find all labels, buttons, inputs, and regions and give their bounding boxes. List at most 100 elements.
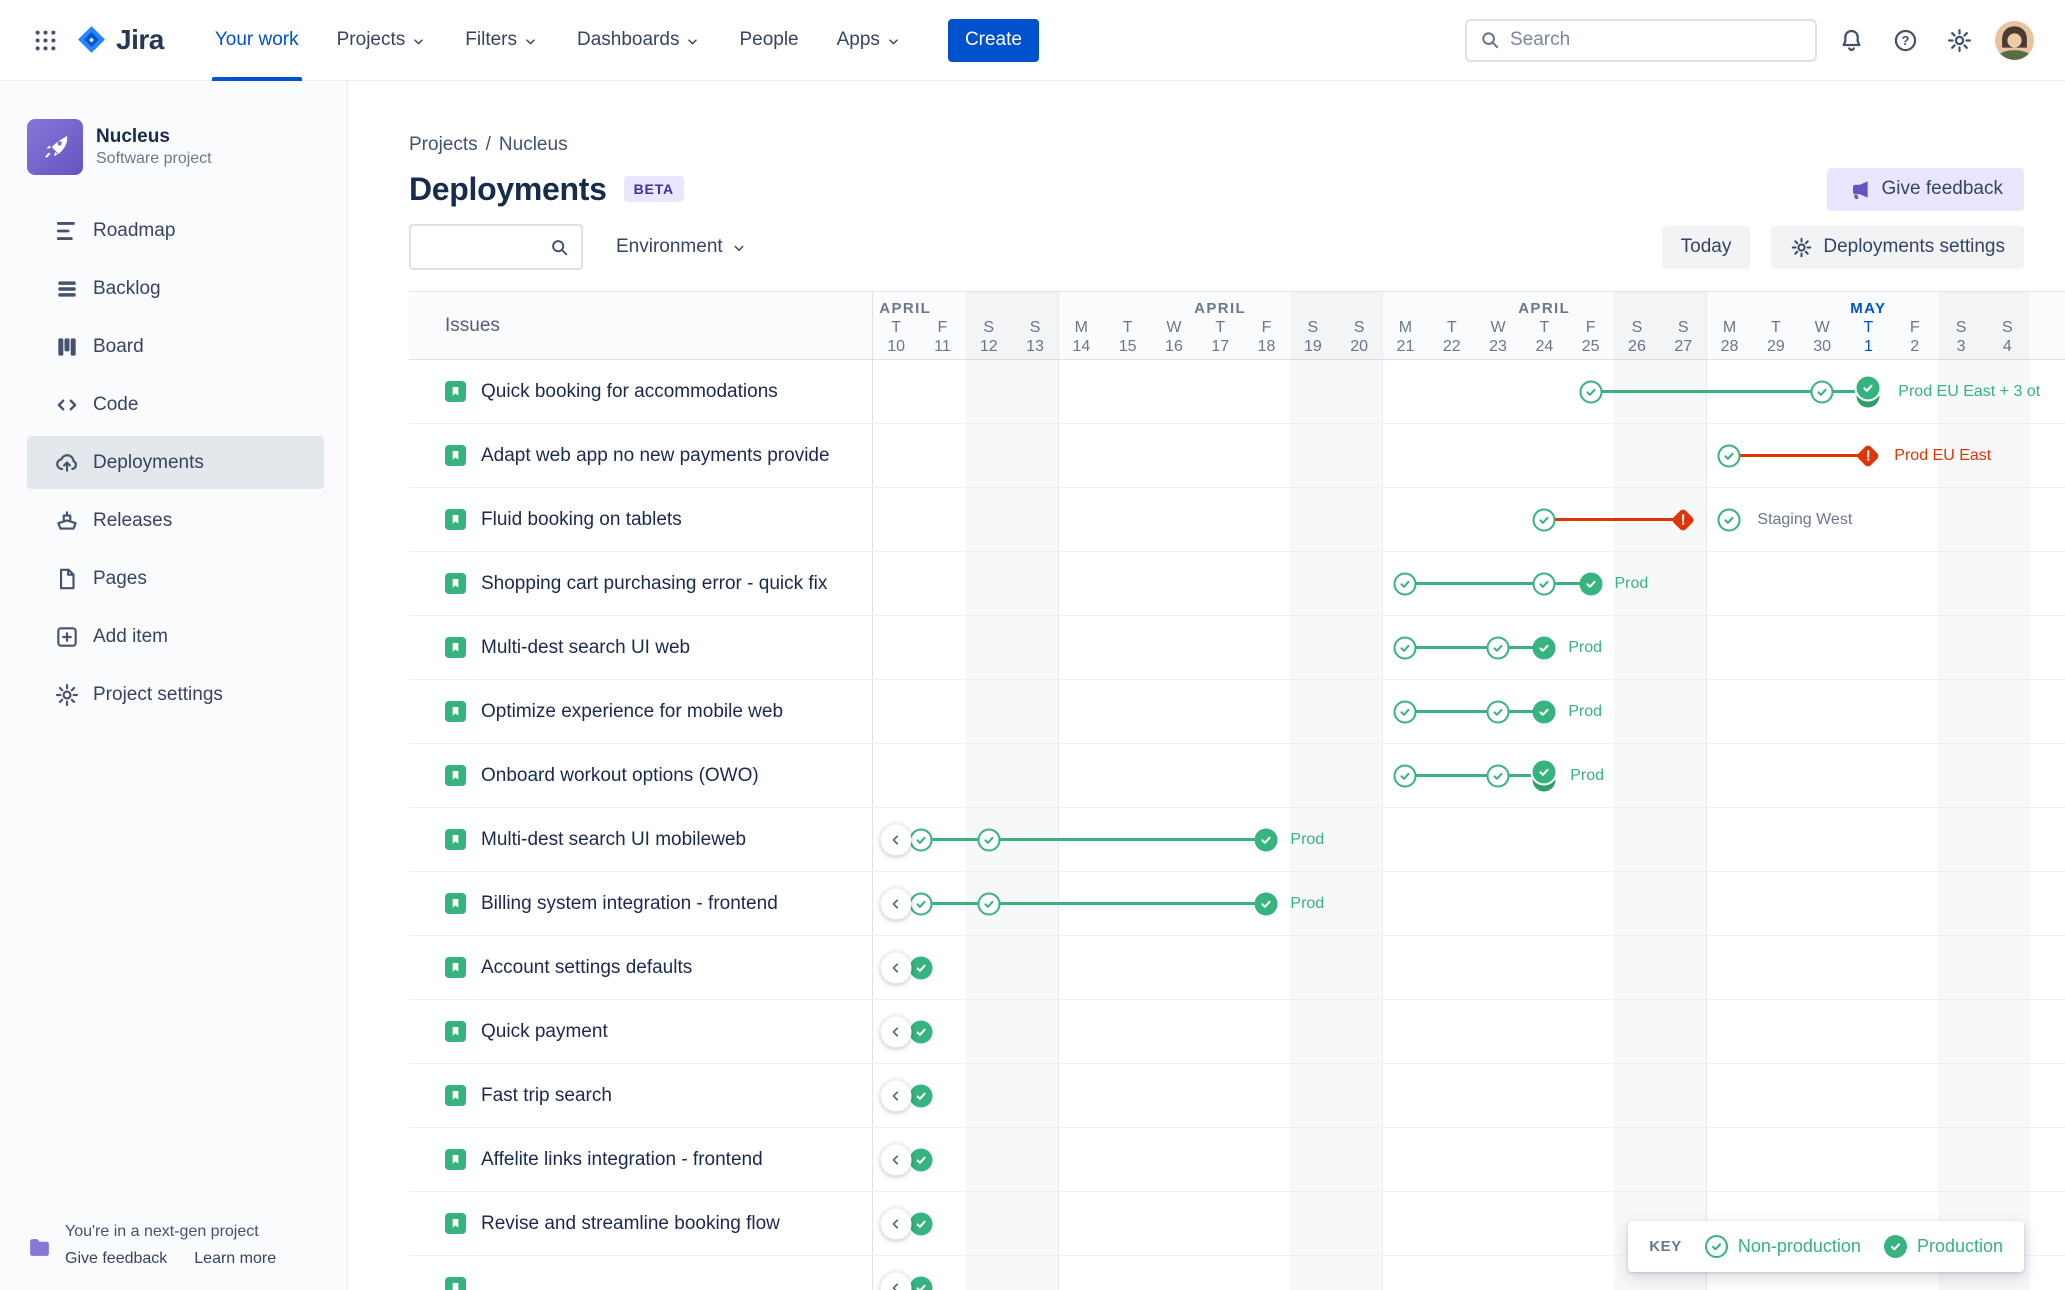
environment-dropdown[interactable]: Environment [616, 236, 748, 258]
production-deployment-icon[interactable] [1579, 572, 1602, 595]
sidebar-item-pages[interactable]: Pages [27, 552, 324, 605]
sidebar-item-add-item[interactable]: Add item [27, 610, 324, 663]
timeline-day-11: F 11 [919, 318, 965, 356]
collapsed-items-button[interactable] [880, 1080, 912, 1111]
production-deployments-stack-icon[interactable] [1856, 376, 1880, 407]
non-production-deployment-icon[interactable] [1393, 636, 1417, 659]
topnav-item-apps[interactable]: Apps [818, 0, 921, 81]
production-deployment-icon[interactable] [909, 1276, 933, 1290]
give-feedback-button[interactable]: Give feedback [1826, 167, 2024, 211]
issue-row[interactable]: Shopping cart purchasing error - quick f… [409, 552, 2065, 616]
non-production-deployment-icon[interactable] [1486, 764, 1510, 787]
production-deployment-icon[interactable] [1254, 828, 1278, 851]
project-header[interactable]: Nucleus Software project [27, 119, 324, 175]
non-production-deployment-icon[interactable] [909, 892, 933, 915]
production-deployments-stack-icon[interactable] [1532, 760, 1556, 791]
issue-row[interactable]: Revise and streamline booking flow [409, 1192, 2065, 1256]
issue-row[interactable]: Account settings defaults [409, 936, 2065, 1000]
issue-row[interactable]: Fluid booking on tablets! Staging West [409, 488, 2065, 552]
non-production-deployment-icon[interactable] [1579, 380, 1602, 403]
collapsed-items-button[interactable] [880, 952, 912, 983]
app-switcher-button[interactable] [25, 20, 65, 60]
non-production-deployment-icon[interactable] [1532, 508, 1556, 531]
user-avatar[interactable] [1993, 18, 2036, 62]
jira-logo[interactable]: Jira [75, 24, 164, 57]
production-deployment-icon[interactable] [1532, 636, 1556, 659]
sidebar-footer-link-give-feedback[interactable]: Give feedback [65, 1250, 168, 1267]
collapsed-items-button[interactable] [880, 1208, 912, 1239]
breadcrumb-item-projects[interactable]: Projects [409, 134, 478, 155]
gear-icon [1792, 237, 1812, 257]
notifications-button[interactable] [1831, 20, 1871, 60]
sidebar-item-board[interactable]: Board [27, 320, 324, 373]
timeline-day-10: T 10 [873, 318, 919, 356]
production-deployment-icon[interactable] [909, 956, 933, 979]
issue-row[interactable]: Onboard workout options (OWO) Prod [409, 744, 2065, 808]
collapsed-items-button[interactable] [880, 1144, 912, 1175]
breadcrumb-item-nucleus[interactable]: Nucleus [498, 134, 568, 155]
non-production-deployment-icon[interactable] [977, 828, 1001, 851]
issue-row[interactable]: Quick payment [409, 1000, 2065, 1064]
production-deployment-icon[interactable] [909, 1148, 933, 1171]
settings-button[interactable] [1939, 20, 1979, 60]
issue-row[interactable]: Multi-dest search UI web Prod [409, 616, 2065, 680]
non-production-deployment-icon[interactable] [909, 828, 933, 851]
sidebar-footer-link-learn-more[interactable]: Learn more [194, 1250, 277, 1267]
issue-row[interactable] [409, 1256, 2065, 1290]
non-production-deployment-icon[interactable] [1486, 700, 1510, 723]
filter-search[interactable] [409, 224, 583, 270]
production-deployment-icon[interactable] [909, 1084, 933, 1107]
deployment-line [1590, 389, 1869, 393]
topnav-item-your-work[interactable]: Your work [196, 0, 318, 81]
timeline-day-26: S 26 [1614, 318, 1660, 356]
sidebar-item-roadmap[interactable]: Roadmap [27, 204, 324, 257]
today-button[interactable]: Today [1661, 225, 1751, 269]
non-production-deployment-icon[interactable] [1717, 444, 1741, 467]
issue-row[interactable]: Adapt web app no new payments provide! Pr… [409, 424, 2065, 488]
production-deployment-icon[interactable] [909, 1212, 933, 1235]
non-production-deployment-icon[interactable] [1810, 380, 1834, 403]
issue-row[interactable]: Quick booking for accommodations Prod EU … [409, 360, 2065, 424]
non-production-deployment-icon[interactable] [1486, 636, 1510, 659]
deployments-settings-button[interactable]: Deployments settings [1771, 225, 2024, 269]
issue-row[interactable]: Billing system integration - frontend Pro… [409, 872, 2065, 936]
help-button[interactable]: ? [1885, 20, 1925, 60]
sidebar-item-code[interactable]: Code [27, 378, 324, 431]
issue-name-cell: Onboard workout options (OWO) [409, 744, 873, 807]
global-search-input[interactable] [1510, 29, 1803, 51]
sidebar-item-project-settings[interactable]: Project settings [27, 668, 324, 721]
failed-deployment-icon[interactable]: ! [1671, 507, 1696, 532]
sidebar-item-backlog[interactable]: Backlog [27, 262, 324, 315]
production-deployment-icon[interactable] [909, 1020, 933, 1043]
timeline-day-25: F 25 [1568, 318, 1614, 356]
topnav-item-dashboards[interactable]: Dashboards [558, 0, 720, 81]
non-production-deployment-icon[interactable] [1393, 572, 1417, 595]
non-production-deployment-icon[interactable] [1393, 700, 1417, 723]
non-production-deployment-icon[interactable] [977, 892, 1001, 915]
issue-row[interactable]: Affelite links integration - frontend [409, 1128, 2065, 1192]
non-production-deployment-icon[interactable] [1717, 508, 1741, 531]
day-number: 27 [1674, 338, 1693, 355]
issue-row[interactable]: Optimize experience for mobile web Prod [409, 680, 2065, 744]
topnav-item-projects[interactable]: Projects [318, 0, 447, 81]
issue-row[interactable]: Fast trip search [409, 1064, 2065, 1128]
chevron-left-icon [892, 1027, 898, 1036]
failed-deployment-icon[interactable]: ! [1856, 443, 1881, 468]
rocket-icon [44, 135, 67, 158]
non-production-deployment-icon[interactable] [1532, 572, 1556, 595]
collapsed-items-button[interactable] [880, 1272, 912, 1290]
production-deployment-icon[interactable] [1254, 892, 1278, 915]
collapsed-items-button[interactable] [880, 824, 912, 855]
non-production-deployment-icon[interactable] [1393, 764, 1417, 787]
sidebar-item-releases[interactable]: Releases [27, 494, 324, 547]
issue-row[interactable]: Multi-dest search UI mobileweb Prod [409, 808, 2065, 872]
collapsed-items-button[interactable] [880, 888, 912, 919]
topnav-item-filters[interactable]: Filters [446, 0, 558, 81]
create-button[interactable]: Create [947, 18, 1039, 62]
filter-search-input[interactable] [422, 236, 549, 258]
sidebar-item-deployments[interactable]: Deployments [27, 436, 324, 489]
production-deployment-icon[interactable] [1532, 700, 1556, 723]
global-search[interactable] [1465, 18, 1817, 62]
topnav-item-people[interactable]: People [720, 0, 817, 81]
collapsed-items-button[interactable] [880, 1016, 912, 1047]
